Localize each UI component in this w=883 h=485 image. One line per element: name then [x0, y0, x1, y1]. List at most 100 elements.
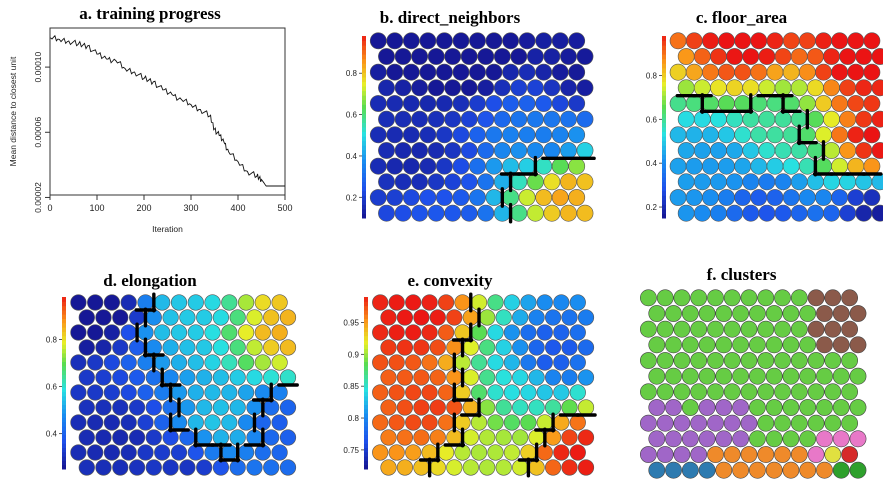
panel-floor-area: c. floor_area 0.2 0.4 0.6 0.8: [600, 0, 883, 245]
som-unit: [726, 173, 744, 191]
y-tick-label: 0.00002: [33, 182, 43, 213]
som-unit: [495, 369, 512, 386]
cluster-unit: [723, 414, 741, 432]
cluster-unit: [765, 305, 783, 322]
som-unit: [120, 444, 137, 461]
som-unit: [435, 63, 453, 81]
som-unit: [112, 369, 129, 386]
som-unit: [95, 399, 112, 416]
som-unit: [526, 48, 544, 65]
som-unit: [758, 79, 776, 97]
som-unit: [503, 324, 520, 341]
legend-color-step: [362, 140, 366, 146]
cluster-unit: [723, 289, 741, 307]
som-unit: [806, 110, 824, 128]
som-unit: [528, 399, 545, 416]
cluster-unit: [707, 446, 724, 463]
som-unit: [693, 48, 711, 65]
cluster-unit: [707, 414, 724, 432]
som-unit: [823, 110, 840, 128]
legend-color-step: [662, 163, 666, 169]
som-unit: [734, 95, 752, 112]
som-unit: [576, 48, 594, 65]
cluster-unit: [640, 414, 657, 432]
som-unit: [460, 204, 478, 222]
som-unit: [502, 63, 520, 81]
legend-color-step: [364, 340, 368, 345]
som-unit: [435, 32, 453, 50]
som-unit: [271, 414, 288, 431]
som-unit: [271, 444, 288, 461]
cluster-unit: [648, 430, 666, 448]
cluster-unit: [765, 336, 783, 354]
som-unit: [693, 204, 711, 222]
panel-title-d: d. elongation: [103, 271, 197, 290]
x-tick-label: 200: [136, 203, 151, 213]
som-unit: [726, 142, 744, 159]
som-unit: [774, 48, 792, 65]
cluster-unit: [740, 414, 758, 432]
cluster-unit: [765, 461, 783, 479]
som-unit: [204, 294, 221, 311]
som-unit: [545, 459, 562, 476]
legend-color-step: [362, 72, 366, 78]
som-unit: [502, 126, 520, 144]
som-unit: [823, 173, 840, 191]
som-unit: [204, 414, 221, 431]
som-unit: [561, 309, 578, 326]
som-unit: [221, 294, 238, 311]
som-unit: [477, 173, 495, 191]
som-unit: [839, 142, 857, 159]
cluster-unit: [832, 336, 850, 354]
cluster-unit: [723, 320, 741, 338]
panel-title-a: a. training progress: [79, 4, 221, 23]
som-unit: [560, 173, 577, 191]
som-unit: [435, 189, 453, 206]
som-unit: [187, 384, 204, 401]
legend-color-step: [362, 149, 366, 155]
legend-color-step: [364, 438, 368, 444]
som-unit: [526, 204, 544, 222]
som-unit: [551, 95, 569, 112]
legend-color-step: [362, 186, 366, 192]
cluster-unit: [723, 352, 741, 369]
som-unit: [429, 369, 446, 386]
som-unit: [396, 399, 413, 416]
som-unit: [380, 399, 397, 416]
som-unit: [718, 95, 735, 112]
som-unit: [520, 384, 537, 401]
som-unit: [561, 459, 578, 476]
cluster-unit: [816, 461, 833, 479]
som-unit: [380, 339, 397, 356]
cluster-unit: [782, 399, 800, 416]
som-unit: [512, 339, 529, 356]
som-unit: [271, 324, 288, 341]
cluster-unit: [656, 320, 674, 338]
legend-color-step: [364, 451, 368, 457]
x-tick-label: 100: [89, 203, 104, 213]
som-unit: [103, 354, 120, 371]
legend-color-step: [662, 140, 666, 146]
som-unit: [718, 63, 735, 81]
som-unit: [263, 309, 280, 326]
cluster-unit: [656, 352, 674, 369]
som-unit: [95, 369, 112, 386]
cluster-unit: [782, 336, 800, 354]
som-unit: [551, 126, 569, 144]
som-unit: [394, 79, 412, 97]
legend-color-step: [62, 322, 66, 328]
som-unit: [495, 339, 512, 356]
cluster-unit: [648, 305, 666, 322]
som-unit: [378, 173, 395, 191]
cluster-unit: [690, 414, 708, 432]
som-unit: [766, 189, 784, 206]
som-unit: [702, 32, 719, 50]
som-unit: [95, 339, 112, 356]
som-unit: [502, 32, 520, 50]
som-unit: [429, 309, 446, 326]
som-unit: [871, 142, 883, 159]
cluster-unit: [707, 383, 724, 401]
som-unit: [378, 48, 395, 65]
som-unit: [726, 110, 744, 128]
som-unit: [750, 189, 768, 206]
